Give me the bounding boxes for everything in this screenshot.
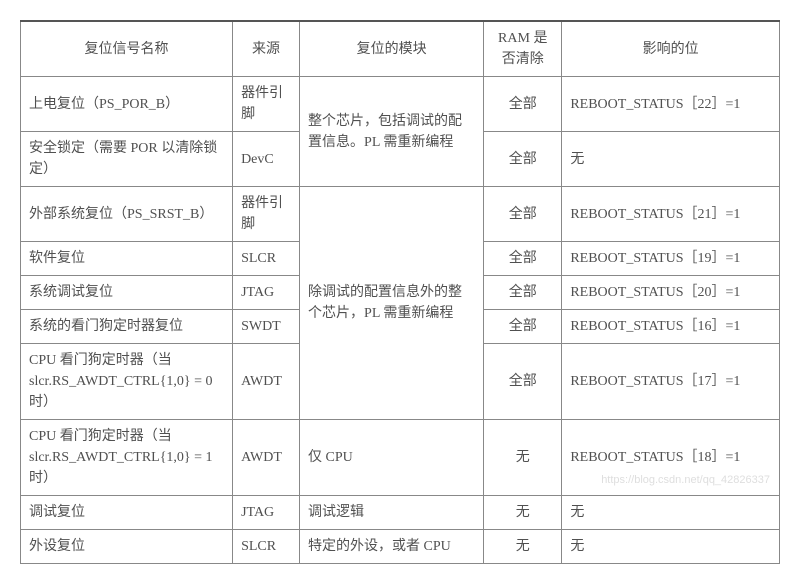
cell-ram: 无: [484, 496, 562, 530]
cell-ram: 全部: [484, 77, 562, 132]
cell-ram: 全部: [484, 276, 562, 310]
cell-source: 器件引脚: [233, 77, 300, 132]
cell-ram: 全部: [484, 242, 562, 276]
cell-source: DevC: [233, 132, 300, 187]
table-row: CPU 看门狗定时器（当 slcr.RS_AWDT_CTRL{1,0} = 1 …: [21, 420, 780, 496]
cell-ram: 无: [484, 530, 562, 564]
table-row: 上电复位（PS_POR_B） 器件引脚 整个芯片，包括调试的配置信息。PL 需重…: [21, 77, 780, 132]
cell-name: 安全锁定（需要 POR 以清除锁定）: [21, 132, 233, 187]
cell-ram: 全部: [484, 132, 562, 187]
header-name: 复位信号名称: [21, 21, 233, 77]
cell-source: JTAG: [233, 496, 300, 530]
table-row: 外部系统复位（PS_SRST_B） 器件引脚 除调试的配置信息外的整个芯片，PL…: [21, 187, 780, 242]
cell-bits: REBOOT_STATUS［17］=1: [562, 344, 780, 420]
cell-bits: REBOOT_STATUS［19］=1: [562, 242, 780, 276]
cell-bits: REBOOT_STATUS［20］=1: [562, 276, 780, 310]
cell-module: 整个芯片，包括调试的配置信息。PL 需重新编程: [300, 77, 484, 187]
header-ram: RAM 是否清除: [484, 21, 562, 77]
cell-ram: 全部: [484, 310, 562, 344]
header-bits: 影响的位: [562, 21, 780, 77]
cell-module: 除调试的配置信息外的整个芯片，PL 需重新编程: [300, 187, 484, 420]
cell-source: SLCR: [233, 530, 300, 564]
cell-bits: 无: [562, 132, 780, 187]
cell-bits: 无: [562, 496, 780, 530]
cell-ram: 无: [484, 420, 562, 496]
cell-name: 外设复位: [21, 530, 233, 564]
table-header-row: 复位信号名称 来源 复位的模块 RAM 是否清除 影响的位: [21, 21, 780, 77]
table-row: 外设复位 SLCR 特定的外设，或者 CPU 无 无: [21, 530, 780, 564]
cell-bits: REBOOT_STATUS［21］=1: [562, 187, 780, 242]
cell-bits: REBOOT_STATUS［18］=1: [562, 420, 780, 496]
cell-ram: 全部: [484, 187, 562, 242]
cell-module: 调试逻辑: [300, 496, 484, 530]
cell-source: JTAG: [233, 276, 300, 310]
cell-name: 系统调试复位: [21, 276, 233, 310]
reset-signals-table: 复位信号名称 来源 复位的模块 RAM 是否清除 影响的位 上电复位（PS_PO…: [20, 20, 780, 564]
cell-source: AWDT: [233, 420, 300, 496]
cell-name: 外部系统复位（PS_SRST_B）: [21, 187, 233, 242]
cell-source: SLCR: [233, 242, 300, 276]
cell-bits: REBOOT_STATUS［22］=1: [562, 77, 780, 132]
cell-name: CPU 看门狗定时器（当 slcr.RS_AWDT_CTRL{1,0} = 1 …: [21, 420, 233, 496]
cell-module: 特定的外设，或者 CPU: [300, 530, 484, 564]
cell-source: SWDT: [233, 310, 300, 344]
cell-source: 器件引脚: [233, 187, 300, 242]
cell-name: 系统的看门狗定时器复位: [21, 310, 233, 344]
cell-name: 软件复位: [21, 242, 233, 276]
header-source: 来源: [233, 21, 300, 77]
cell-name: 调试复位: [21, 496, 233, 530]
cell-ram: 全部: [484, 344, 562, 420]
table-row: 调试复位 JTAG 调试逻辑 无 无: [21, 496, 780, 530]
cell-bits: 无: [562, 530, 780, 564]
cell-name: 上电复位（PS_POR_B）: [21, 77, 233, 132]
cell-bits: REBOOT_STATUS［16］=1: [562, 310, 780, 344]
cell-name: CPU 看门狗定时器（当 slcr.RS_AWDT_CTRL{1,0} = 0 …: [21, 344, 233, 420]
cell-module: 仅 CPU: [300, 420, 484, 496]
cell-source: AWDT: [233, 344, 300, 420]
header-module: 复位的模块: [300, 21, 484, 77]
